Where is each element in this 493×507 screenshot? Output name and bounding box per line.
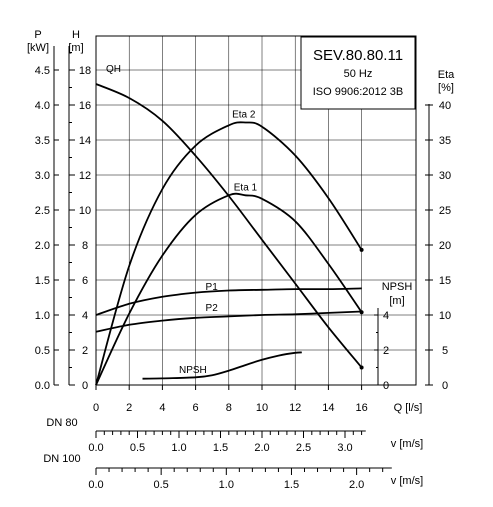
p-tick-label: 4.0 xyxy=(35,100,50,112)
info-box-frame xyxy=(300,36,416,110)
h-tick-label: 10 xyxy=(79,205,91,217)
p-tick-label: 0.5 xyxy=(35,345,50,357)
q-tick-label: 2 xyxy=(126,402,132,414)
curve-endpoint-eta-2 xyxy=(359,247,364,252)
npsh-tick-label: 0 xyxy=(383,380,389,392)
p-tick-label: 3.5 xyxy=(35,135,50,147)
p-tick-label: 2.0 xyxy=(35,240,50,252)
q-tick-label: 12 xyxy=(289,402,301,414)
dn100-tick-label: 1.0 xyxy=(219,479,234,491)
curve-eta-1 xyxy=(95,192,363,386)
dn80-tick-label: 0.0 xyxy=(88,442,103,454)
q-tick-label: 10 xyxy=(256,402,268,414)
eta-tick-label: 25 xyxy=(439,205,451,217)
dn80-velocity-title: v [m/s] xyxy=(391,438,423,450)
eta-tick-label: 40 xyxy=(439,100,451,112)
curve-label-npsh: NPSH xyxy=(179,365,207,376)
h-tick-label: 2 xyxy=(82,345,88,357)
p-tick-label: 1.5 xyxy=(35,275,50,287)
eta-tick-label: 0 xyxy=(442,380,448,392)
h-tick-label: 8 xyxy=(82,240,88,252)
dn100-label: DN 100 xyxy=(43,453,80,465)
curve-label-p1: P1 xyxy=(206,282,219,293)
dn100-velocity-title: v [m/s] xyxy=(391,475,423,487)
h-tick-label: 6 xyxy=(82,275,88,287)
q-axis-title: Q [l/s] xyxy=(394,402,423,414)
dn100-tick-label: 0.5 xyxy=(154,479,169,491)
dn80-tick-label: 2.5 xyxy=(296,442,311,454)
h-axis-title: H xyxy=(72,29,80,41)
eta-tick-label: 20 xyxy=(439,240,451,252)
h-tick-label: 0 xyxy=(82,380,88,392)
p-axis-title: P xyxy=(34,29,41,41)
p-tick-label: 1.0 xyxy=(35,310,50,322)
eta-tick-label: 35 xyxy=(439,135,451,147)
npsh-tick-label: 4 xyxy=(383,310,389,322)
velocity-scales: 0.0 0.5 1.0 1.5 2.0 2.5 3.0 0.0 0.5 1.0 1.5 2.0 xyxy=(88,430,392,491)
h-tick-label: 18 xyxy=(79,65,91,77)
p-tick-label: 0.0 xyxy=(35,380,50,392)
curve-label-qh: QH xyxy=(106,64,121,75)
q-tick-label: 16 xyxy=(355,402,367,414)
dn80-tick-label: 1.5 xyxy=(213,442,228,454)
curve-label-eta-2: Eta 2 xyxy=(232,110,256,121)
h-tick-label: 14 xyxy=(79,135,91,147)
curves: QH Eta 1 Eta 2 P1 P2 NPSH xyxy=(95,64,364,386)
h-tick-label: 12 xyxy=(79,170,91,182)
curve-p1 xyxy=(95,287,362,316)
eta-tick-label: 5 xyxy=(442,345,448,357)
npsh-axis-title: NPSH xyxy=(382,281,413,293)
eta-axis-title: Eta xyxy=(438,69,455,81)
p-tick-label: 4.5 xyxy=(35,65,50,77)
curve-endpoint-qh xyxy=(359,365,364,370)
axes: 0 2 4 6 8 10 12 14 16 0.0 0.5 1.0 1.5 2.0 2.5 3.0 3.5 4.0… xyxy=(35,46,451,414)
grid xyxy=(96,36,416,385)
dn80-tick-label: 0.5 xyxy=(130,442,145,454)
h-tick-label: 16 xyxy=(79,100,91,112)
dn100-tick-label: 0.0 xyxy=(88,479,103,491)
p-axis-unit: [kW] xyxy=(27,42,49,54)
h-tick-label: 4 xyxy=(82,310,88,322)
curve-label-p2: P2 xyxy=(206,303,219,314)
dn80-tick-label: 2.0 xyxy=(254,442,269,454)
curve-eta-2 xyxy=(95,121,363,386)
frequency-label: 50 Hz xyxy=(344,68,373,80)
info-box: SEV.80.80.11 50 Hz ISO 9906:2012 3B xyxy=(300,36,416,110)
model-label: SEV.80.80.11 xyxy=(313,47,403,64)
eta-axis-unit: [%] xyxy=(438,82,454,94)
npsh-axis-unit: [m] xyxy=(389,295,404,307)
h-axis-unit: [m] xyxy=(68,42,83,54)
p-tick-label: 2.5 xyxy=(35,205,50,217)
standard-label: ISO 9906:2012 3B xyxy=(313,86,404,98)
curve-p2 xyxy=(95,310,362,333)
dn80-tick-label: 3.0 xyxy=(337,442,352,454)
q-tick-label: 8 xyxy=(226,402,232,414)
eta-tick-label: 30 xyxy=(439,170,451,182)
p-tick-label: 3.0 xyxy=(35,170,50,182)
dn100-tick-label: 2.0 xyxy=(349,479,364,491)
dn80-label: DN 80 xyxy=(46,417,77,429)
eta-tick-label: 10 xyxy=(439,310,451,322)
eta-tick-label: 15 xyxy=(439,275,451,287)
q-tick-label: 4 xyxy=(159,402,165,414)
dn100-tick-label: 1.5 xyxy=(284,479,299,491)
npsh-tick-label: 2 xyxy=(383,345,389,357)
curve-npsh xyxy=(142,351,302,380)
curve-label-eta-1: Eta 1 xyxy=(234,182,258,193)
q-tick-label: 14 xyxy=(322,402,334,414)
q-tick-label: 0 xyxy=(93,402,99,414)
q-tick-label: 6 xyxy=(193,402,199,414)
plot-frame xyxy=(95,35,417,386)
dn80-tick-label: 1.0 xyxy=(171,442,186,454)
